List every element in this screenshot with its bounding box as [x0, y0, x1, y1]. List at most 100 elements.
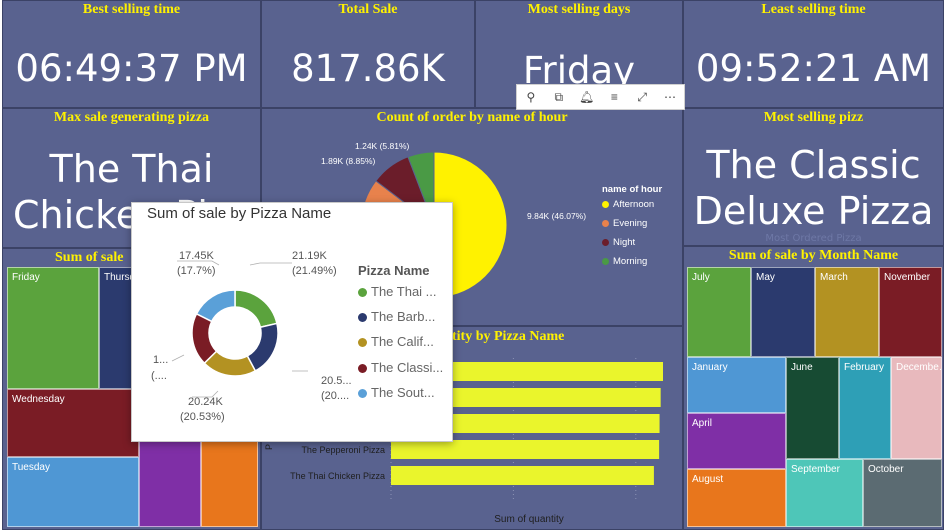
tooltip-legend-title: Pizza Name [358, 263, 430, 278]
filter-icon[interactable]: ≡ [610, 90, 618, 104]
donut-slice-southwest [195, 289, 236, 323]
kpi-value: 06:49:37 PM [15, 47, 248, 90]
legend-label: The Calif... [371, 334, 434, 349]
legend-item-morning[interactable]: Morning [602, 256, 647, 267]
tile-label: Decembe… [896, 362, 941, 373]
tooltip-legend-item: The Calif... [358, 334, 434, 349]
kpi-title: Most selling days [527, 2, 631, 17]
tooltip-sale-by-pizza: Sum of sale by Pizza Name 21.19K (21.49%… [131, 202, 453, 442]
treemap-tile-wednesday[interactable]: Wednesday [7, 389, 139, 457]
tooltip-legend-item: The Barb... [358, 309, 435, 324]
legend-dot [358, 389, 367, 399]
legend-title: name of hour [602, 184, 663, 195]
legend-item-afternoon[interactable]: Afternoon [602, 199, 654, 210]
legend-label: Afternoon [613, 199, 655, 210]
copy-icon[interactable]: ⧉ [554, 89, 564, 104]
donut-label-thai: 21.19K [292, 250, 328, 262]
treemap-tile-january[interactable]: January [687, 357, 786, 413]
treemap-tile-friday[interactable]: Friday [7, 267, 99, 389]
tile-label: Thursd [104, 272, 136, 283]
donut-label-classic-pct: (.... [151, 370, 167, 382]
treemap-tile-october[interactable]: October [863, 459, 942, 527]
legend-label: The Classi... [371, 360, 444, 375]
treemap-tile-tuesday[interactable]: Tuesday [7, 457, 139, 527]
treemap-tile-november[interactable]: November [879, 267, 942, 357]
tile-label: September [791, 464, 840, 475]
donut-label-barb-pct: (20.... [321, 390, 349, 402]
treemap-tile-may[interactable]: May [751, 267, 815, 357]
tile-label: Wednesday [12, 394, 65, 405]
treemap-tile-april[interactable]: April [687, 413, 786, 469]
legend-dot [358, 364, 367, 374]
chart-title: Count of order by name of hour [376, 110, 568, 125]
bell-icon[interactable]: 🔔︎ [578, 90, 595, 104]
treemap-tile-august[interactable]: August [687, 469, 786, 527]
legend-dot [358, 313, 367, 323]
treemap-tile-march[interactable]: March [815, 267, 879, 357]
tooltip-legend-item: The Classi... [358, 360, 443, 375]
treemap-tile-february[interactable]: February [839, 357, 891, 459]
tile-label: Tuesday [12, 462, 50, 473]
chart-title: Sum of sale by Month Name [728, 248, 899, 263]
legend-dot [358, 288, 367, 298]
kpi-card-best-selling-time[interactable]: Best selling time 06:49:37 PM [2, 0, 261, 108]
kpi-title: Least selling time [761, 2, 866, 17]
kpi-title: Most selling pizz [763, 110, 864, 125]
donut-label-calif: 20.24K [188, 396, 224, 408]
month-treemap-card[interactable]: Sum of sale by Month Name July May March… [683, 246, 944, 530]
kpi-card-least-selling-time[interactable]: Least selling time 09:52:21 AM [683, 0, 944, 108]
tile-label: May [756, 272, 775, 283]
kpi-value: 09:52:21 AM [695, 47, 932, 90]
treemap-tile-july[interactable]: July [687, 267, 751, 357]
donut-slice-thai [234, 289, 278, 329]
donut-label-south: 17.45K [179, 250, 215, 262]
kpi-value-line1: The Classic [706, 143, 921, 187]
donut-label-barb: 20.5... [321, 375, 352, 387]
legend-label: The Sout... [371, 385, 435, 400]
kpi-title: Best selling time [82, 2, 181, 17]
legend-label: Evening [613, 218, 648, 229]
legend-dot [602, 238, 609, 246]
donut-slice-classic [191, 312, 218, 365]
tile-label: April [692, 418, 713, 429]
legend-label: Night [613, 237, 636, 248]
donut-label-calif-pct: (20.53%) [180, 411, 225, 423]
leader-line [177, 260, 220, 266]
treemap-tile-orange[interactable] [201, 439, 258, 527]
kpi-faint-label: Most Ordered Pizza [765, 233, 862, 244]
treemap-tile-september[interactable]: September [786, 459, 863, 527]
kpi-title: Total Sale [338, 2, 398, 17]
visual-header-toolbar: ⚲ ⧉ 🔔︎ ≡ ⤢ ⋯ [516, 84, 685, 110]
legend-dot [602, 219, 609, 227]
more-options-icon[interactable]: ⋯ [664, 90, 677, 104]
leader-line [249, 262, 292, 266]
kpi-card-total-sale[interactable]: Total Sale 817.86K [261, 0, 475, 108]
tile-label: June [791, 362, 813, 373]
legend-item-evening[interactable]: Evening [602, 218, 647, 229]
chart-title: Sum of sale [55, 250, 124, 265]
tile-label: February [844, 362, 885, 373]
pin-icon[interactable]: ⚲ [526, 90, 536, 104]
kpi-card-most-selling-pizz[interactable]: Most selling pizz The Classic Deluxe Piz… [683, 108, 944, 246]
tile-label: January [692, 362, 728, 373]
treemap-tile-purple[interactable] [139, 439, 201, 527]
tooltip-legend-item: The Thai ... [358, 284, 437, 299]
donut-label-thai-pct: (21.49%) [292, 265, 337, 277]
leader-line [192, 390, 219, 398]
kpi-value: 817.86K [291, 47, 445, 90]
legend-label: Morning [613, 256, 648, 267]
kpi-value-line2: Deluxe Pizza [693, 189, 934, 233]
legend-dot [602, 200, 609, 208]
legend-label: The Thai ... [371, 284, 437, 299]
focus-mode-icon[interactable]: ⤢ [637, 89, 648, 104]
tile-label: November [884, 272, 931, 283]
legend-label: The Barb... [371, 309, 436, 324]
donut-label-classic: 1... [153, 354, 168, 366]
tile-label: Friday [12, 272, 40, 283]
treemap-tile-june[interactable]: June [786, 357, 839, 459]
treemap-tile-december[interactable]: Decembe… [891, 357, 942, 459]
tile-label: March [820, 272, 848, 283]
tooltip-title: Sum of sale by Pizza Name [147, 205, 332, 222]
legend-item-night[interactable]: Night [602, 237, 635, 248]
legend-dot [358, 338, 367, 348]
